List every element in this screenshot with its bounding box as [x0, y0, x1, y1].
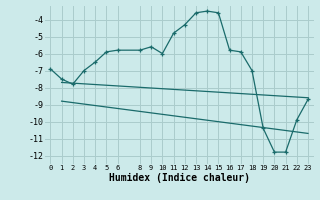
X-axis label: Humidex (Indice chaleur): Humidex (Indice chaleur) [109, 173, 250, 183]
